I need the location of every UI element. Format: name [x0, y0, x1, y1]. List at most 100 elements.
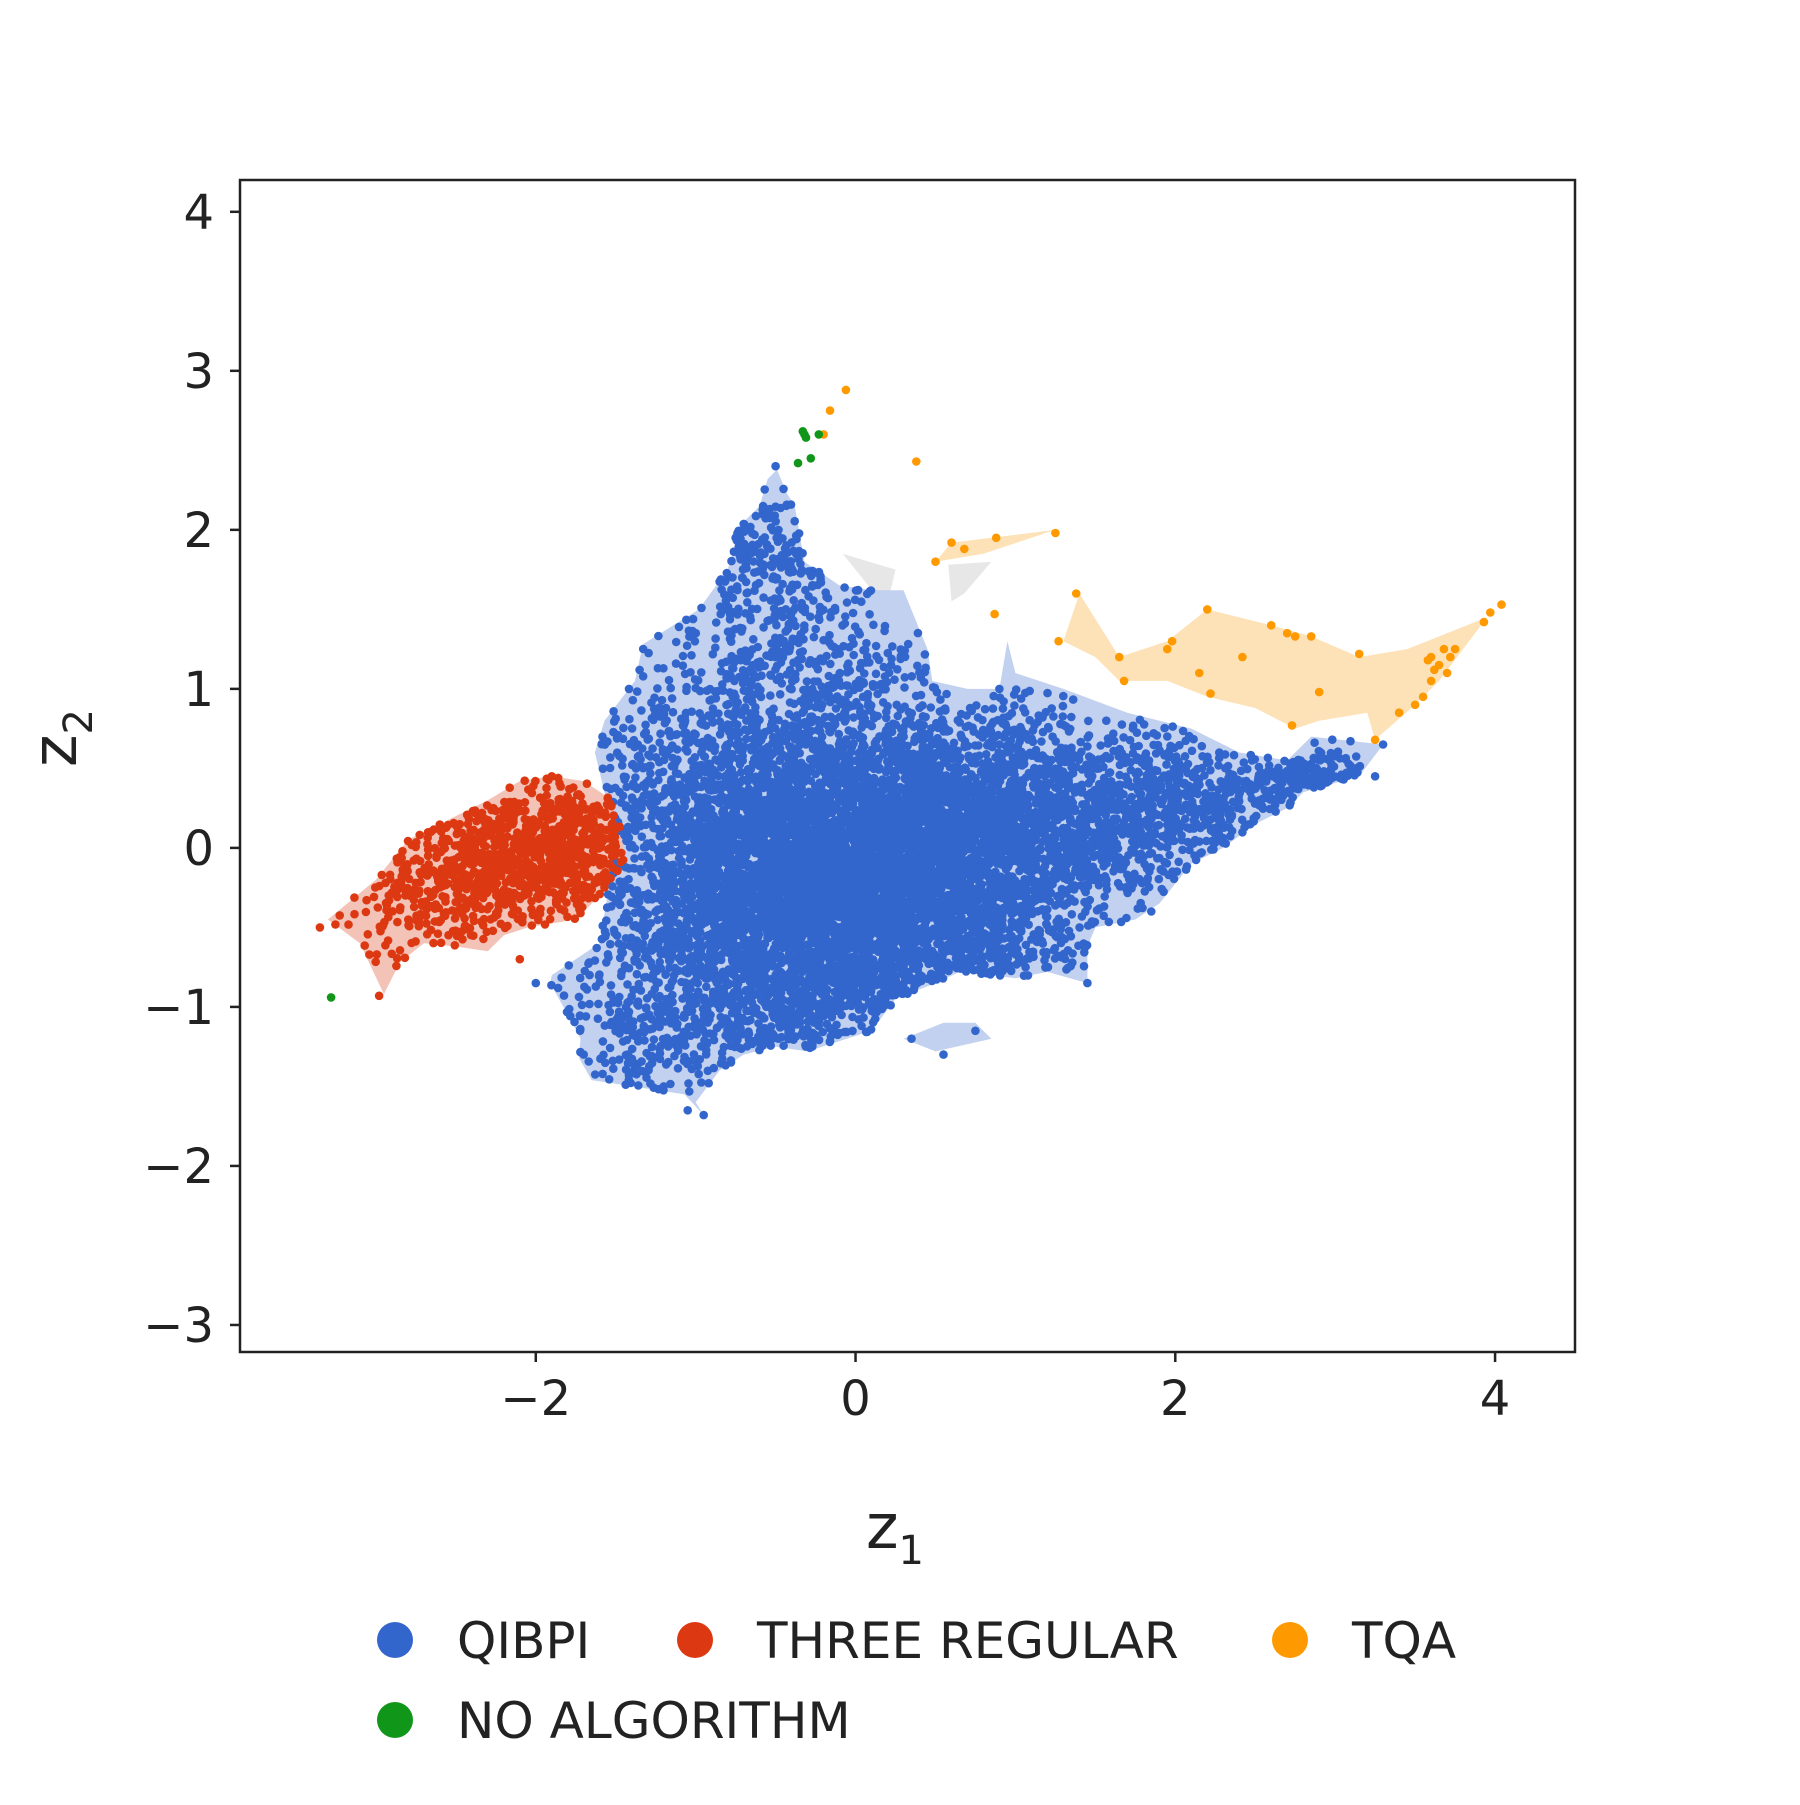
qibpi-point: [592, 943, 601, 953]
qibpi-point: [607, 902, 616, 911]
qibpi-point: [590, 956, 600, 965]
qibpi-point: [652, 966, 662, 976]
qibpi-point: [794, 977, 803, 987]
qibpi-point: [580, 966, 590, 976]
qibpi-point: [637, 1057, 646, 1066]
qibpi-subregion-0: [903, 1022, 992, 1052]
qibpi-point: [619, 723, 628, 733]
qibpi-point: [685, 1087, 694, 1096]
qibpi-point: [593, 1014, 603, 1023]
qibpi-point: [615, 877, 625, 886]
qibpi-point: [574, 992, 584, 1002]
tqa-region-1: [935, 529, 1056, 562]
qibpi-point: [682, 935, 692, 944]
qibpi-point: [647, 1042, 657, 1052]
qibpi-point: [733, 979, 743, 989]
qibpi-point: [655, 1049, 665, 1058]
qibpi-point: [641, 972, 651, 982]
qibpi-point: [911, 691, 921, 701]
qibpi-point: [559, 991, 569, 1000]
qibpi-point: [632, 956, 642, 966]
qibpi-point: [615, 900, 625, 909]
qibpi-point: [634, 1081, 643, 1090]
qibpi-point: [769, 890, 779, 899]
qibpi-point: [637, 832, 647, 841]
qibpi-point: [575, 973, 585, 983]
qibpi-point: [900, 683, 909, 692]
qibpi-point: [673, 1064, 683, 1073]
qibpi-point: [812, 1033, 821, 1042]
qibpi-point: [761, 964, 771, 974]
qibpi-point: [725, 979, 734, 988]
qibpi-point: [727, 1000, 736, 1010]
qibpi-point: [817, 990, 827, 999]
qibpi-point: [781, 1005, 791, 1015]
qibpi-point: [1059, 691, 1068, 701]
qibpi-point: [656, 949, 665, 959]
qibpi-point: [890, 675, 899, 684]
qibpi-point: [789, 1035, 798, 1044]
qibpi-point: [602, 782, 612, 792]
qibpi-point: [602, 916, 611, 925]
qibpi-point: [766, 1022, 776, 1031]
qibpi-point: [703, 1066, 713, 1076]
qibpi-point: [804, 1009, 813, 1018]
qibpi-point: [632, 936, 642, 945]
qibpi-point: [726, 1058, 736, 1067]
qibpi-point: [728, 970, 738, 979]
qibpi-point: [687, 756, 696, 766]
qibpi-point: [630, 854, 639, 863]
tqa-region-0: [1063, 593, 1488, 740]
qibpi-point: [597, 934, 607, 944]
qibpi-point: [700, 993, 709, 1003]
qibpi-point: [614, 939, 624, 948]
unlabeled-region-0: [842, 553, 896, 594]
qibpi-point: [618, 948, 628, 958]
qibpi-point: [827, 958, 836, 968]
qibpi-point: [641, 727, 651, 737]
qibpi-point: [735, 1001, 744, 1010]
qibpi-point: [733, 1009, 742, 1018]
qibpi-point: [605, 1007, 615, 1017]
qibpi-point: [604, 953, 613, 962]
qibpi-point: [617, 917, 626, 927]
qibpi-point: [576, 1024, 585, 1034]
qibpi-point: [606, 981, 616, 990]
qibpi-point: [703, 940, 713, 949]
qibpi-point: [590, 1070, 600, 1079]
qibpi-point: [692, 904, 702, 914]
qibpi-point: [754, 1019, 763, 1028]
qibpi-point: [682, 919, 691, 928]
qibpi-point: [730, 810, 740, 819]
qibpi-point: [684, 944, 694, 953]
qibpi-point: [647, 941, 656, 951]
qibpi-point: [842, 1027, 851, 1037]
qibpi-point: [747, 989, 757, 998]
plot-area: [315, 385, 1506, 1120]
qibpi-point: [709, 1035, 719, 1045]
qibpi-point: [772, 989, 781, 999]
qibpi-point: [759, 984, 768, 994]
qibpi-point: [661, 969, 670, 978]
qibpi-point: [794, 767, 804, 777]
qibpi-point: [848, 1012, 857, 1022]
qibpi-point: [692, 998, 701, 1008]
qibpi-point: [696, 965, 706, 975]
qibpi-point: [647, 1051, 657, 1061]
qibpi-point: [585, 999, 594, 1009]
qibpi-point: [547, 980, 556, 990]
qibpi-point: [608, 1056, 618, 1066]
qibpi-point: [692, 931, 702, 941]
qibpi-point: [737, 949, 746, 958]
qibpi-point: [709, 866, 718, 875]
qibpi-point: [674, 868, 684, 878]
qibpi-point: [600, 740, 610, 749]
qibpi-point: [780, 1016, 790, 1025]
qibpi-point: [800, 1001, 809, 1010]
qibpi-point: [798, 1025, 808, 1035]
qibpi-point: [684, 883, 693, 893]
qibpi-point: [598, 732, 607, 741]
qibpi-point: [779, 1041, 788, 1050]
qibpi-point: [760, 998, 769, 1008]
